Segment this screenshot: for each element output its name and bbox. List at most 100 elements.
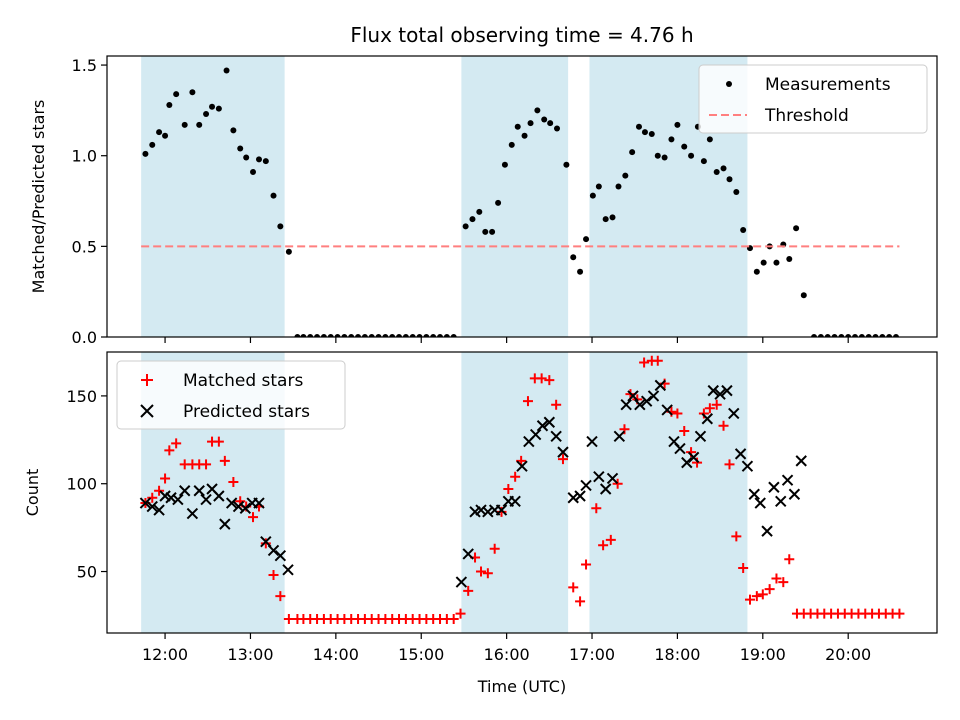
predicted-star-point: [586, 435, 598, 448]
legend-box: [698, 64, 928, 134]
predicted-star-point: [634, 398, 646, 411]
matched-star-point: [711, 399, 722, 410]
matched-star-point: [744, 594, 755, 605]
matched-star-point: [154, 485, 165, 496]
legend-box: [116, 360, 346, 430]
predicted-star-point: [681, 456, 693, 469]
predicted-star-point: [153, 504, 165, 516]
measurement-point: [409, 334, 416, 337]
measurement-point: [753, 268, 760, 275]
predicted-star-point: [482, 506, 494, 518]
measurement-point: [609, 214, 616, 221]
matched-star-point: [672, 408, 683, 419]
observing-interval-2: [461, 56, 569, 337]
predicted-star-point: [146, 500, 158, 513]
measurement-point: [706, 136, 713, 143]
measurement-point: [482, 228, 489, 235]
predicted-star-point: [761, 525, 773, 537]
y-tick-label: 1.5: [72, 56, 97, 75]
predicted-star-point: [186, 507, 199, 520]
matched-star-point: [496, 506, 507, 517]
measurement-point: [629, 149, 636, 156]
matched-star-point: [522, 396, 533, 407]
x-axis-label: Time (UTC): [477, 677, 566, 696]
predicted-star-point: [661, 404, 673, 416]
predicted-star-point: [613, 430, 626, 443]
measurement-point: [893, 334, 900, 337]
measurement-point: [149, 141, 156, 148]
matched-star-point: [605, 534, 616, 545]
matched-star-point: [219, 455, 230, 466]
x-tick-label: 15:00: [398, 645, 444, 664]
measurement-point: [250, 169, 257, 176]
matched-star-point: [757, 589, 768, 600]
matched-star-point: [598, 540, 609, 551]
predicted-star-point: [741, 460, 754, 472]
x-tick-label: 13:00: [227, 645, 273, 664]
measurement-point: [230, 127, 237, 134]
measurement-point: [156, 129, 163, 136]
observing-interval-1: [141, 56, 285, 337]
measurement-point: [361, 334, 368, 337]
matched-star-point: [575, 596, 586, 607]
measurement-point: [720, 165, 727, 172]
measurement-point: [341, 334, 348, 337]
predicted-star-point: [795, 455, 807, 467]
measurement-point: [294, 334, 301, 337]
measurement-point: [879, 334, 886, 337]
measurement-point: [495, 199, 502, 206]
measurement-point: [547, 120, 554, 127]
predicted-star-point: [728, 407, 740, 420]
matched-star-point: [568, 582, 579, 593]
matched-star-point: [228, 476, 239, 487]
measurement-point: [476, 208, 483, 215]
measurement-point: [595, 183, 602, 190]
predicted-star-point: [640, 395, 653, 407]
measurement-point: [514, 123, 521, 130]
measurement-point: [334, 334, 341, 337]
measurement-point: [622, 172, 629, 179]
measurement-point: [602, 216, 609, 223]
predicted-star-point: [754, 497, 766, 509]
predicted-star-point: [701, 413, 714, 425]
predicted-star-point: [550, 430, 562, 443]
predicted-star-point: [495, 504, 508, 516]
x-tick-label: 20:00: [825, 645, 871, 664]
measurement-point: [726, 176, 733, 183]
measurement-point: [215, 105, 222, 112]
chart-title: Flux total observing time = 4.76 h: [350, 23, 693, 47]
predicted-star-point: [543, 416, 556, 428]
matched-star-point: [738, 563, 749, 574]
predicted-star-point: [748, 488, 760, 500]
predicted-star-point: [694, 430, 707, 443]
bottom-panel: 50 100 150 12:00 13:00 14:00 15:00 16:00 17:00 18…: [23, 351, 938, 664]
predicted-star-point: [567, 492, 579, 504]
matched-star-point: [704, 403, 715, 414]
measurement-point: [423, 334, 430, 337]
measurement-point: [166, 101, 173, 108]
matched-star-point: [652, 355, 663, 366]
measurement-point: [760, 259, 767, 266]
predicted-star-point: [775, 495, 787, 507]
predicted-star-point: [178, 485, 191, 497]
measurement-point: [209, 103, 216, 110]
axes-frame: [106, 351, 938, 634]
measurement-point: [355, 334, 362, 337]
measurement-point: [541, 116, 548, 123]
measurement-point: [508, 141, 515, 148]
legend: Measurements Threshold: [698, 64, 928, 134]
y-axis-label: Count: [23, 469, 42, 517]
measurement-point: [700, 158, 707, 165]
measurement-point: [243, 154, 250, 161]
measurement-point: [773, 259, 780, 266]
measurement-point: [688, 152, 695, 159]
matched-star-point: [557, 454, 568, 465]
matched-star-point: [894, 608, 905, 619]
matched-star-point: [612, 478, 623, 489]
matched-star-point: [764, 584, 775, 595]
axes-frame: [106, 55, 938, 338]
legend-label: Predicted stars: [183, 402, 310, 422]
measurement-point: [786, 256, 793, 263]
y-tick-label: 50: [77, 563, 97, 582]
